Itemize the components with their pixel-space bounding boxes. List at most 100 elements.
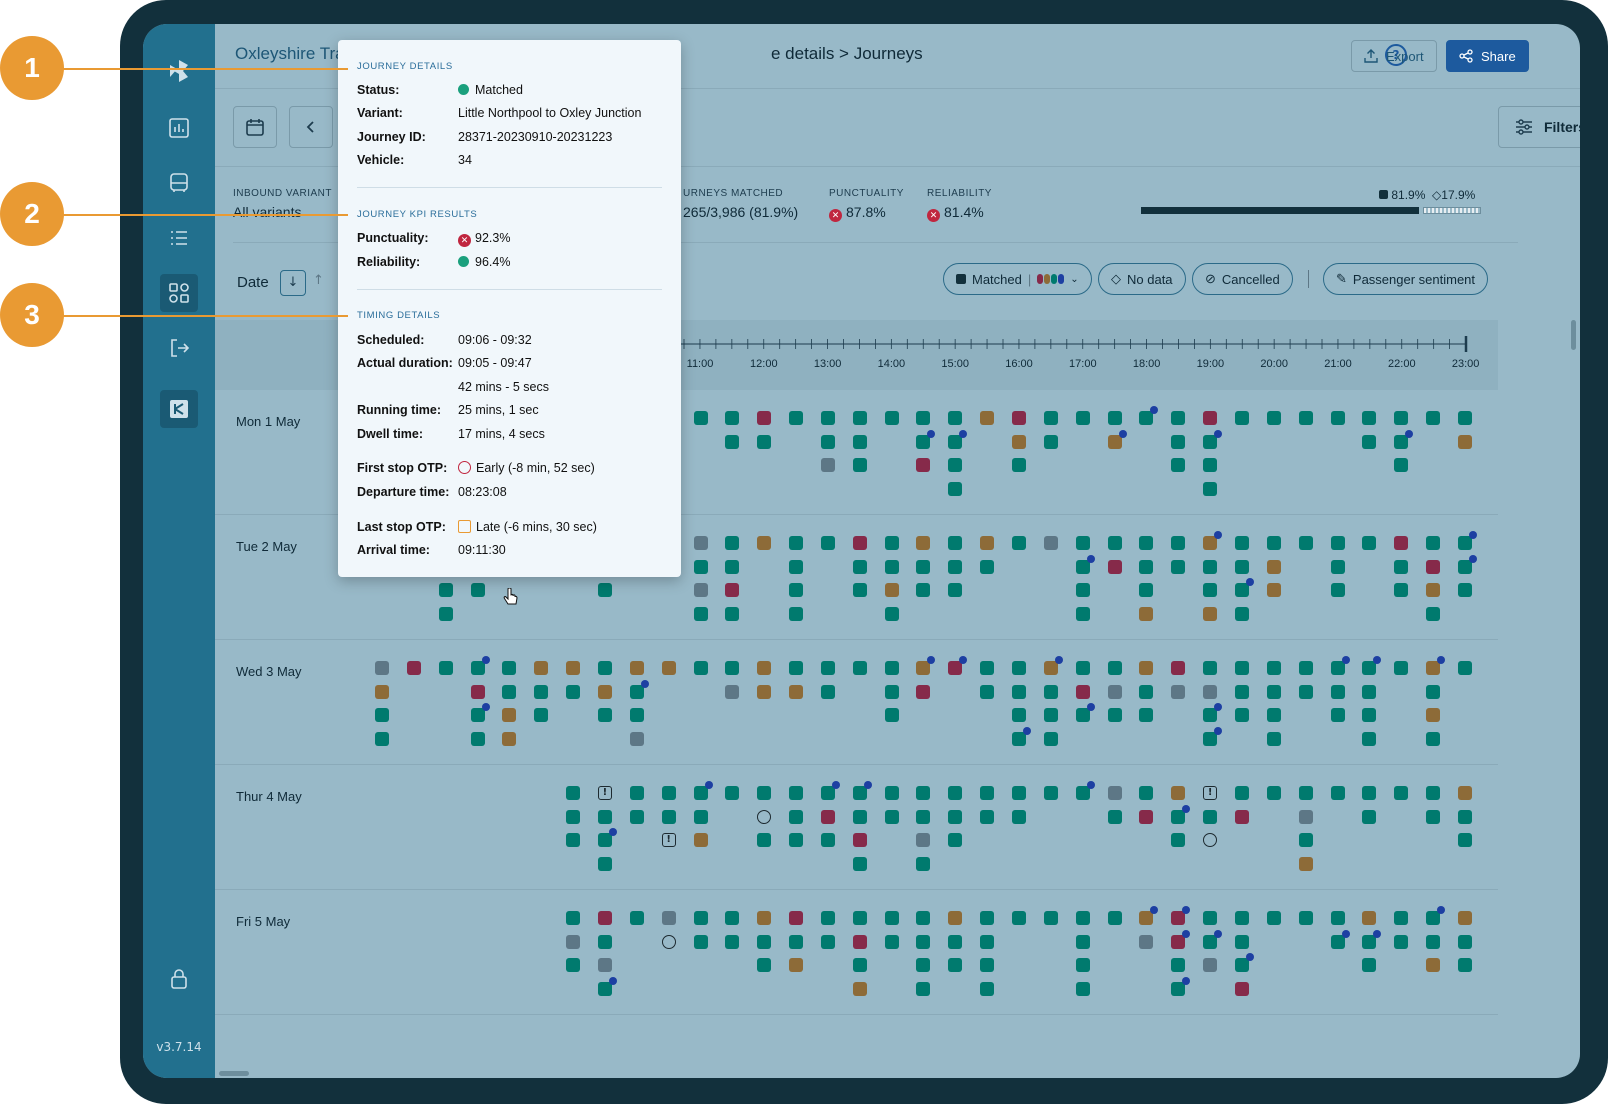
journey-marker[interactable]	[1394, 661, 1409, 675]
journey-marker[interactable]	[725, 411, 740, 425]
journey-marker[interactable]	[980, 934, 995, 949]
journey-marker[interactable]	[1171, 434, 1186, 449]
journey-marker[interactable]	[1043, 708, 1058, 722]
journey-marker[interactable]	[1426, 411, 1441, 425]
journey-marker[interactable]	[852, 911, 867, 925]
journey-marker[interactable]	[757, 411, 772, 425]
journey-marker[interactable]	[1298, 809, 1313, 824]
logo-icon[interactable]	[160, 52, 198, 90]
journey-marker[interactable]	[1234, 684, 1249, 699]
journey-marker[interactable]	[789, 809, 804, 824]
journey-marker[interactable]	[1362, 536, 1377, 550]
journey-marker[interactable]	[1426, 708, 1441, 722]
journey-marker[interactable]	[1362, 656, 1382, 675]
journey-marker[interactable]	[948, 559, 963, 574]
journey-marker[interactable]	[1426, 934, 1441, 949]
journey-marker[interactable]	[789, 911, 804, 925]
journey-marker[interactable]	[1139, 559, 1154, 574]
journey-marker[interactable]	[757, 934, 772, 949]
journey-marker[interactable]	[1426, 731, 1441, 746]
journey-marker[interactable]	[852, 661, 867, 675]
journey-marker[interactable]	[470, 656, 490, 675]
journey-marker[interactable]	[1171, 661, 1186, 675]
journey-marker[interactable]	[725, 786, 740, 800]
journey-marker[interactable]	[1426, 606, 1441, 621]
journey-marker[interactable]	[1330, 536, 1345, 550]
journey-marker[interactable]	[1139, 906, 1159, 925]
journey-marker[interactable]	[725, 434, 740, 449]
journey-marker[interactable]	[1139, 809, 1154, 824]
journey-marker[interactable]	[916, 911, 931, 925]
journey-marker[interactable]	[1298, 536, 1313, 550]
journey-marker[interactable]	[1139, 684, 1154, 699]
journey-marker[interactable]	[1012, 661, 1026, 675]
journey-marker[interactable]	[1394, 911, 1409, 925]
journey-marker[interactable]	[852, 458, 867, 472]
journey-marker[interactable]	[661, 911, 676, 925]
journey-marker[interactable]	[757, 833, 772, 847]
journey-marker[interactable]	[566, 833, 581, 847]
journey-marker[interactable]	[1457, 958, 1472, 972]
journey-marker[interactable]	[980, 958, 995, 972]
grid-dashboard-icon[interactable]	[160, 274, 198, 312]
calendar-button[interactable]	[233, 106, 277, 148]
journey-marker[interactable]	[1234, 911, 1249, 925]
journey-marker[interactable]	[1043, 731, 1058, 746]
journey-marker[interactable]	[1457, 554, 1477, 574]
journey-marker[interactable]	[1203, 606, 1218, 621]
journey-marker[interactable]	[948, 958, 963, 972]
journey-marker[interactable]	[597, 976, 617, 996]
journey-marker[interactable]	[693, 583, 708, 597]
journey-marker[interactable]	[1139, 786, 1154, 800]
journey-marker[interactable]	[1362, 911, 1377, 925]
journey-marker[interactable]	[1426, 786, 1441, 800]
journey-marker[interactable]	[948, 536, 963, 550]
journey-marker[interactable]	[1139, 406, 1159, 425]
matched-filter-pill[interactable]: Matched | ⌄	[943, 263, 1092, 295]
journey-marker[interactable]	[693, 606, 708, 621]
journey-marker[interactable]	[1107, 661, 1122, 675]
journey-marker[interactable]	[980, 809, 995, 824]
brand-app-icon[interactable]	[160, 390, 198, 428]
journey-marker[interactable]	[884, 708, 899, 722]
journey-marker[interactable]	[566, 684, 581, 699]
journey-marker[interactable]	[1107, 911, 1122, 925]
journey-marker[interactable]	[820, 536, 835, 550]
journey-marker[interactable]	[1457, 911, 1472, 925]
journey-marker[interactable]	[852, 833, 867, 847]
journey-marker[interactable]	[1139, 708, 1154, 722]
journey-marker[interactable]	[1457, 786, 1472, 800]
journey-marker[interactable]	[1298, 911, 1313, 925]
journey-marker[interactable]	[1362, 434, 1377, 449]
journey-marker[interactable]	[1171, 976, 1191, 996]
journey-marker[interactable]	[1298, 411, 1313, 425]
previous-button[interactable]	[289, 106, 333, 148]
journey-marker[interactable]	[757, 786, 772, 800]
journey-marker[interactable]	[1043, 911, 1058, 925]
journey-marker[interactable]	[1234, 786, 1249, 800]
journey-marker[interactable]	[1171, 906, 1191, 925]
journey-marker[interactable]: !	[1203, 786, 1218, 800]
journey-marker[interactable]	[1107, 708, 1122, 722]
journey-marker[interactable]	[1203, 429, 1223, 449]
journey-marker[interactable]	[1362, 411, 1377, 425]
journey-marker[interactable]: !	[597, 786, 612, 800]
journey-marker[interactable]	[1298, 856, 1313, 871]
journey-marker[interactable]	[1043, 536, 1058, 550]
journey-marker[interactable]	[693, 559, 708, 574]
journey-marker[interactable]	[566, 934, 581, 949]
journey-marker[interactable]	[375, 708, 389, 722]
journey-marker[interactable]	[1330, 559, 1345, 574]
journey-marker[interactable]	[375, 661, 389, 675]
journey-marker[interactable]	[725, 536, 740, 550]
journey-marker[interactable]	[597, 684, 612, 699]
journey-marker[interactable]	[757, 958, 772, 972]
journey-marker[interactable]	[1139, 606, 1154, 621]
journey-marker[interactable]	[1203, 559, 1218, 574]
journey-marker[interactable]	[789, 536, 804, 550]
journey-marker[interactable]	[1330, 656, 1350, 675]
journey-marker[interactable]	[1139, 934, 1154, 949]
journey-marker[interactable]	[852, 781, 872, 800]
journey-marker[interactable]	[725, 559, 740, 574]
journey-marker[interactable]	[1012, 434, 1026, 449]
